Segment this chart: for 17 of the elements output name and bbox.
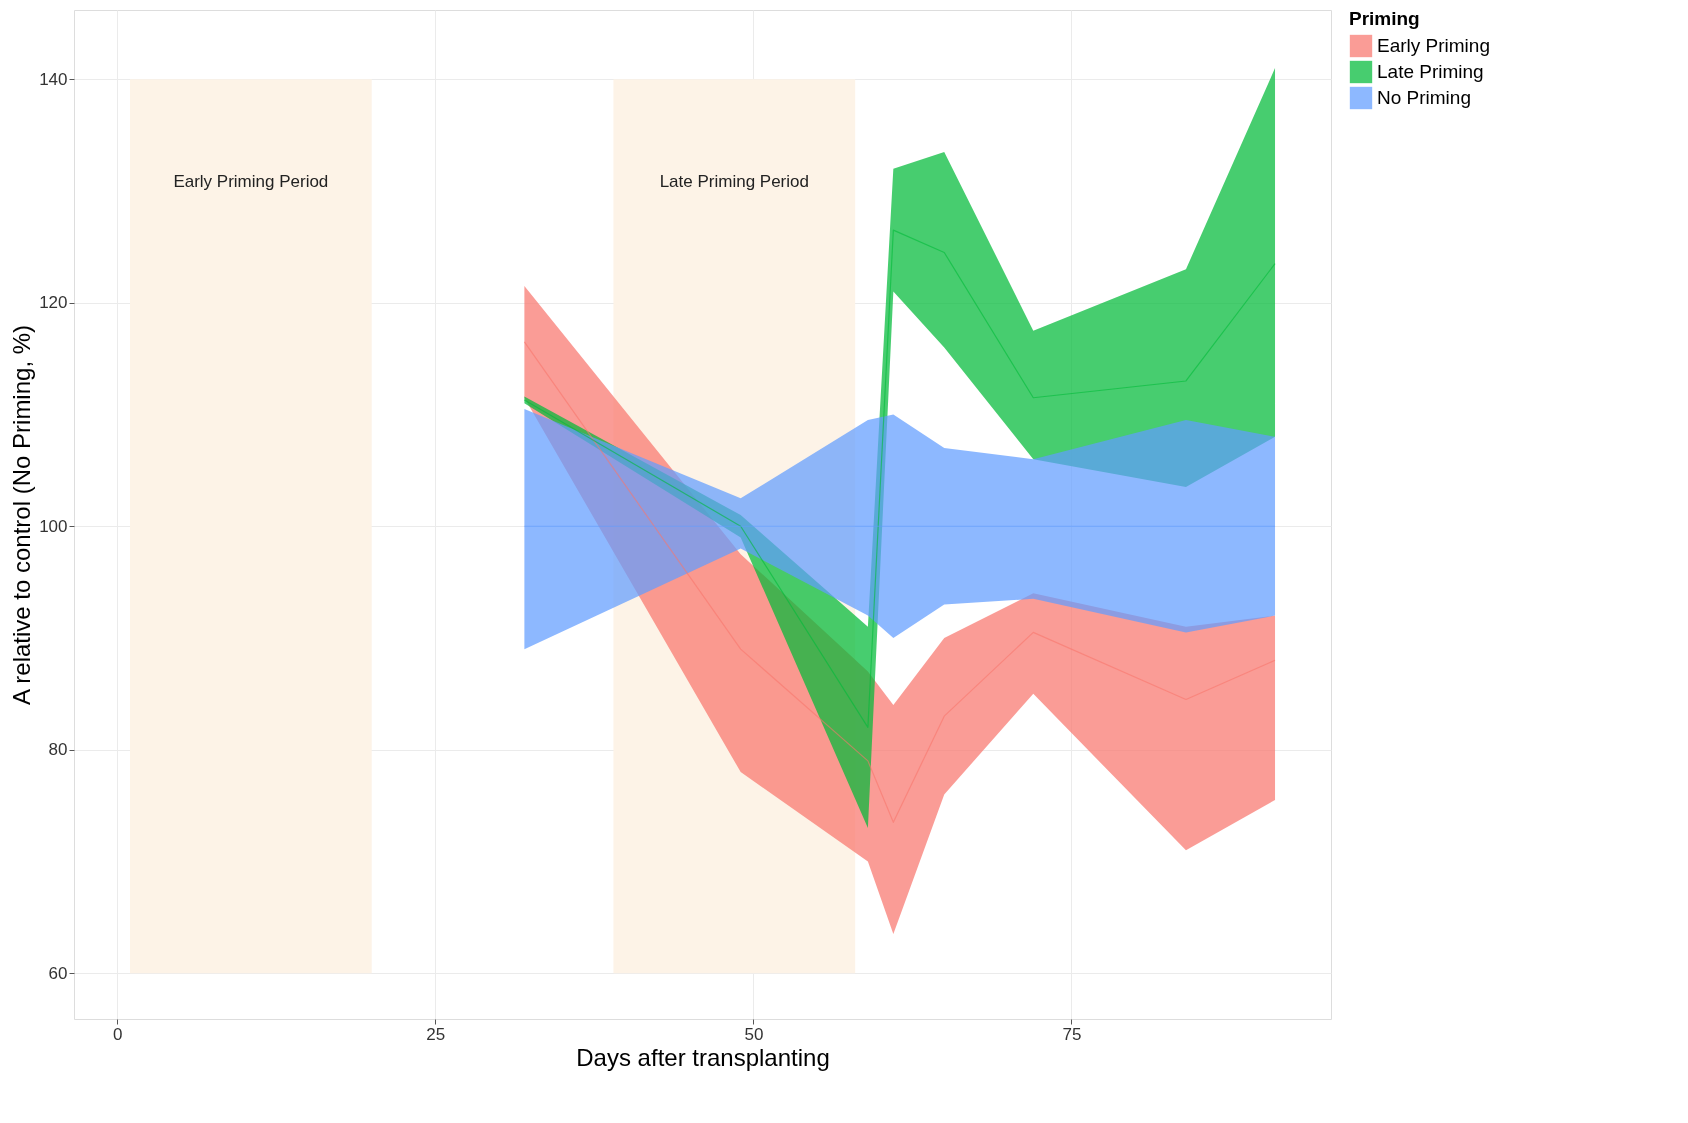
y-tick-label: 100 bbox=[39, 516, 68, 536]
x-axis-title: Days after transplanting bbox=[576, 1043, 830, 1071]
y-tick-label: 80 bbox=[48, 740, 68, 760]
legend-label: Late Priming bbox=[1377, 61, 1484, 82]
band-label: Early Priming Period bbox=[173, 172, 329, 192]
band-label: Late Priming Period bbox=[659, 172, 809, 192]
legend-title: Priming bbox=[1349, 8, 1420, 29]
y-tick-label: 120 bbox=[39, 293, 68, 313]
y-tick-label: 140 bbox=[39, 69, 68, 89]
legend-label: No Priming bbox=[1377, 87, 1471, 108]
x-tick-label: 50 bbox=[744, 1024, 764, 1044]
x-tick-label: 0 bbox=[113, 1024, 123, 1044]
x-tick-label: 75 bbox=[1062, 1024, 1082, 1044]
y-tick-label: 60 bbox=[48, 963, 68, 983]
y-axis-title: A relative to control (No Priming, %) bbox=[8, 324, 36, 706]
legend-label: Early Priming bbox=[1377, 35, 1490, 56]
x-tick-label: 25 bbox=[426, 1024, 446, 1044]
